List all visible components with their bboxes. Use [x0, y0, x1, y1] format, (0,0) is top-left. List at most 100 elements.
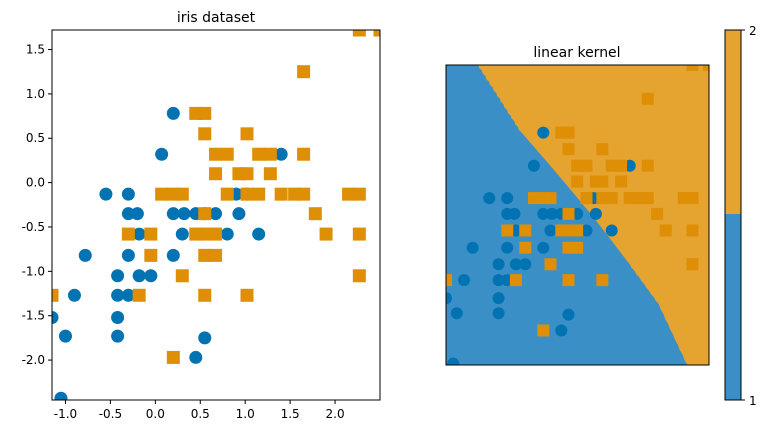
- data-point-square: [686, 65, 699, 71]
- colorbar-segment-low: [725, 214, 741, 400]
- data-point-circle: [509, 258, 522, 271]
- data-point-square: [352, 187, 366, 201]
- data-point-circle: [446, 292, 452, 305]
- data-point-circle: [111, 310, 125, 324]
- data-point-circle: [519, 258, 532, 271]
- y-tick-label: -1.0: [22, 264, 45, 278]
- data-point-square: [571, 175, 584, 188]
- data-point-square: [623, 192, 636, 205]
- data-point-square: [580, 159, 593, 172]
- data-point-circle: [209, 207, 223, 221]
- data-point-circle: [252, 227, 266, 241]
- data-point-square: [615, 159, 628, 172]
- data-point-circle: [166, 106, 180, 120]
- data-point-circle: [605, 224, 618, 237]
- y-tick-label: -0.5: [22, 220, 45, 234]
- data-point-square: [240, 288, 254, 302]
- data-point-square: [596, 175, 609, 188]
- iris-x-axis: -1.0 -0.5 0.0 0.5 1.0 1.5 2.0: [54, 400, 345, 421]
- iris-y-axis: 1.5 1.0 0.5 0.0 -0.5 -1.0 -1.5 -2.0: [22, 43, 52, 367]
- data-point-square: [562, 143, 575, 156]
- data-point-square: [659, 224, 672, 237]
- colorbar-label-top: 2: [749, 24, 757, 38]
- linear-kernel-panel: linear kernel: [445, 45, 710, 366]
- data-point-circle: [166, 248, 180, 262]
- data-point-square: [605, 192, 618, 205]
- data-point-square: [686, 258, 699, 271]
- data-point-square: [297, 147, 311, 161]
- linear-kernel-axes-frame: [445, 64, 710, 366]
- data-point-circle: [132, 227, 146, 241]
- data-point-square: [240, 187, 254, 201]
- data-point-circle: [198, 331, 212, 345]
- data-point-circle: [492, 258, 505, 271]
- iris-points: [52, 30, 380, 400]
- data-point-square: [263, 147, 277, 161]
- data-point-circle: [537, 207, 550, 220]
- data-point-circle: [527, 159, 540, 172]
- data-point-square: [263, 167, 277, 181]
- data-point-square: [297, 187, 311, 201]
- data-point-circle: [501, 241, 514, 254]
- y-tick-label: 1.5: [26, 43, 45, 57]
- data-point-square: [641, 92, 654, 105]
- data-point-square: [209, 167, 223, 181]
- data-point-square: [342, 187, 356, 201]
- data-point-square: [352, 30, 366, 37]
- data-point-square: [562, 126, 575, 139]
- data-point-circle: [555, 324, 568, 337]
- colorbar: 2 1: [724, 24, 757, 408]
- data-point-circle: [545, 207, 558, 220]
- data-point-square: [352, 227, 366, 241]
- data-point-square: [596, 274, 609, 287]
- y-tick-label: 0.0: [26, 176, 45, 190]
- data-point-square: [198, 248, 212, 262]
- x-tick-label: 1.5: [281, 407, 300, 421]
- data-point-square: [319, 227, 333, 241]
- colorbar-segment-high: [725, 30, 741, 214]
- data-point-square: [446, 274, 452, 287]
- data-point-square: [373, 30, 380, 37]
- data-point-square: [686, 224, 699, 237]
- colorbar-frame: [724, 29, 742, 401]
- data-point-square: [252, 187, 266, 201]
- data-point-square: [544, 258, 557, 271]
- data-point-square: [198, 227, 212, 241]
- data-point-square: [209, 248, 223, 262]
- data-point-square: [571, 241, 584, 254]
- iris-dataset-panel: iris dataset -1.0 -0.5 0.0 0.5 1.0 1.5 2.0 1.5…: [22, 10, 381, 421]
- data-point-square: [501, 224, 514, 237]
- data-point-square: [641, 159, 654, 172]
- data-point-square: [596, 192, 609, 205]
- data-point-circle: [121, 187, 135, 201]
- data-point-circle: [54, 391, 68, 400]
- data-point-circle: [121, 207, 135, 221]
- data-point-circle: [58, 329, 72, 343]
- data-point-circle: [78, 248, 92, 262]
- data-point-square: [519, 241, 532, 254]
- data-point-circle: [220, 227, 234, 241]
- data-point-square: [144, 248, 158, 262]
- data-point-square: [209, 147, 223, 161]
- data-point-square: [274, 187, 288, 201]
- data-point-circle: [166, 207, 180, 221]
- data-point-circle: [544, 224, 557, 237]
- data-point-circle: [589, 207, 602, 220]
- x-tick-label: 0.0: [146, 407, 165, 421]
- data-point-circle: [155, 147, 169, 161]
- data-point-square: [198, 288, 212, 302]
- data-point-circle: [121, 288, 135, 302]
- data-point-square: [308, 207, 322, 221]
- data-point-circle: [274, 147, 288, 161]
- data-point-circle: [580, 224, 593, 237]
- data-point-square: [641, 192, 654, 205]
- data-point-circle: [52, 310, 59, 324]
- data-point-square: [132, 288, 146, 302]
- data-point-square: [175, 187, 189, 201]
- data-point-circle: [492, 274, 505, 287]
- data-point-square: [519, 224, 532, 237]
- x-tick-label: 0.5: [191, 407, 210, 421]
- data-point-square: [686, 192, 699, 205]
- iris-axes-frame: [51, 29, 381, 401]
- data-point-square: [596, 143, 609, 156]
